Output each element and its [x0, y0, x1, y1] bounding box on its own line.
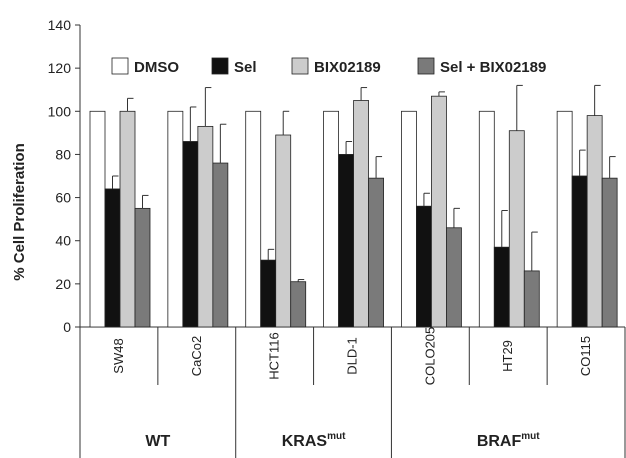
legend-swatch-2 [211, 57, 229, 75]
x-tick-label: HCT116 [267, 332, 282, 379]
bar-co115-4 [601, 177, 618, 328]
x-tick-label: HT29 [500, 340, 515, 372]
x-tick-label: DLD-1 [345, 337, 360, 375]
category-axis: SW48 CaCo2 HCT116 DLD-1 COLO205 HT29 CO115 WT KR… [79, 327, 626, 458]
bar-sw48-2 [104, 188, 121, 328]
bar-colo205-1 [401, 110, 417, 328]
bar-dld-1-4 [368, 177, 384, 328]
bar-sw48-1 [89, 110, 106, 328]
bar-ht29-4 [523, 270, 540, 328]
group-label-superscript: mut [327, 431, 346, 442]
legend-label-2: Sel [234, 59, 257, 76]
bar-sw48-4 [134, 207, 151, 328]
bar-co115-2 [571, 175, 588, 328]
bar-colo205-4 [446, 227, 462, 328]
group-label-wt: WT [145, 433, 170, 450]
legend-label-1: DMSO [134, 59, 179, 76]
group-label-braf: BRAFmut [477, 431, 540, 450]
y-tick-label: 40 [55, 233, 71, 249]
x-tick-label: COLO205 [422, 327, 437, 386]
bar-dld-1-3 [353, 100, 369, 328]
y-tick-label: 60 [55, 190, 71, 206]
x-tick-label: CO115 [578, 336, 593, 376]
bar-caco2-2 [182, 141, 199, 328]
bar-ht29-1 [478, 110, 495, 328]
bar-caco2-3 [197, 125, 214, 328]
bar-caco2-4 [212, 162, 229, 328]
bar-dld-1-2 [338, 154, 354, 328]
bar-caco2-1 [167, 110, 184, 328]
bar-hct116-2 [260, 259, 277, 328]
x-tick-label: SW48 [111, 338, 126, 373]
bar-ht29-3 [508, 130, 525, 328]
bar-colo205-3 [431, 95, 447, 328]
bar-hct116-4 [290, 281, 307, 328]
legend: DMSO Sel BIX02189 Sel + BIX02189 [111, 57, 546, 76]
legend-label-4: Sel + BIX02189 [440, 59, 546, 76]
y-tick-label: 140 [48, 17, 72, 33]
y-tick-label: 100 [48, 103, 72, 119]
group-label-kras: KRASmut [282, 431, 346, 450]
y-tick-label: 120 [48, 60, 72, 76]
error-bars [112, 84, 616, 282]
bar-co115-1 [556, 110, 573, 328]
bar-dld-1-1 [323, 110, 339, 328]
y-tick-label: 20 [55, 276, 71, 292]
y-tick-label: 0 [63, 319, 71, 335]
legend-swatch-3 [291, 57, 309, 75]
x-tick-label: CaCo2 [189, 336, 204, 376]
legend-swatch-1 [111, 57, 129, 75]
legend-label-3: BIX02189 [314, 59, 381, 76]
bar-ht29-2 [493, 246, 510, 328]
y-axis-title: % Cell Proliferation [11, 143, 28, 281]
bar-colo205-2 [416, 205, 432, 328]
bar-sw48-3 [119, 110, 136, 328]
legend-swatch-4 [417, 57, 435, 75]
bar-hct116-1 [245, 110, 262, 328]
bars [89, 95, 618, 328]
group-label-superscript: mut [521, 431, 540, 442]
y-tick-label: 80 [55, 146, 71, 162]
bar-co115-3 [586, 115, 603, 328]
bar-hct116-3 [275, 134, 292, 328]
